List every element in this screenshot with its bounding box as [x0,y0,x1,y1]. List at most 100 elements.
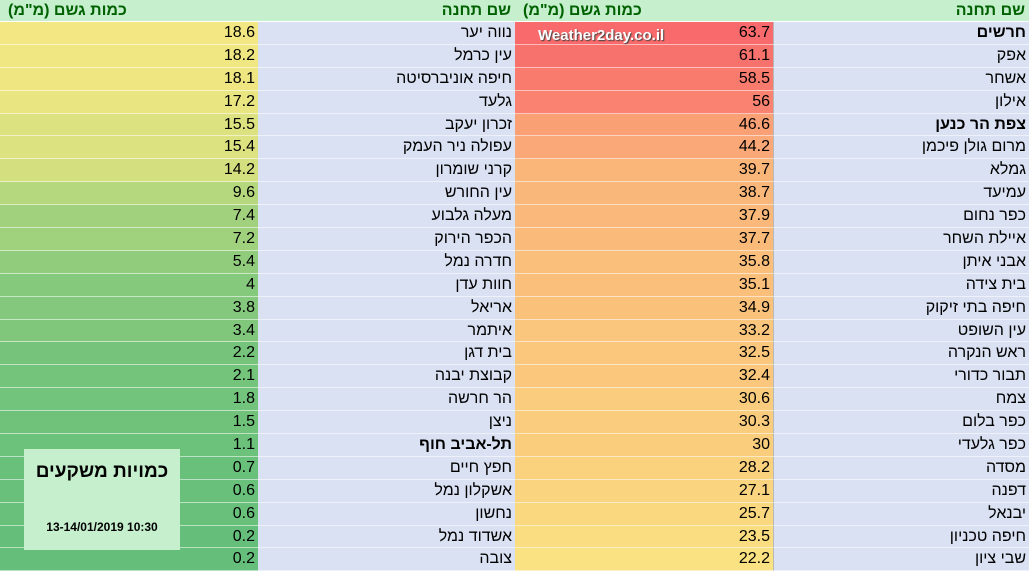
rain-amount-cell: 58.5 [515,67,773,91]
station-name-cell: צפת הר כנען [773,113,1029,137]
station-name-cell: תבור כדורי [773,365,1029,389]
rain-amount-cell: 30 [515,434,773,457]
amount-header: כמות גשם (מ"מ) [515,0,773,22]
station-name-cell: עמיעד [773,182,1029,206]
rain-amount-cell: 30.6 [515,388,773,412]
rain-amount-cell: 32.4 [515,365,773,389]
rain-amount-cell: 1.5 [0,411,258,435]
station-name-cell: חיפה טכניון [773,525,1029,549]
station-name-cell: בית צידה [773,273,1029,297]
rain-amount-cell: 27.1 [515,479,773,503]
right-amount-column: כמות גשם (מ"מ) 63.7 61.1 58.5 56 46.6 44.2 39.… [515,0,773,572]
station-name-cell: מרום גולן פיכמן [773,136,1029,160]
station-name-cell: מעלה גלבוע [258,205,515,229]
rain-amount-cell: 2.2 [0,342,258,366]
rain-amount-cell: 18.1 [0,67,258,91]
station-name-cell: בית דגן [258,342,515,366]
rain-amount-cell: 32.5 [515,342,773,366]
station-name-cell: עין החורש [258,182,515,206]
rain-amount-cell: 18.2 [0,44,258,68]
badge-date: 13-14/01/2019 10:30 [46,520,158,534]
station-name-cell: גלעד [258,90,515,114]
station-name-cell: איתמר [258,319,515,343]
station-name-cell: שבי ציון [773,548,1029,572]
station-name-cell: ראש הנקרה [773,342,1029,366]
rain-amount-cell: 23.5 [515,525,773,549]
rain-amount-cell: 63.7 [515,22,773,45]
station-name-cell: אפק [773,44,1029,68]
rain-amount-cell: 15.5 [0,113,258,137]
station-name-cell: יבנאל [773,502,1029,526]
rain-amount-cell: 2.1 [0,365,258,389]
right-station-cells: חרשים אפק אשחר אילון צפת הר כנען מרום גולן פי… [773,22,1029,572]
rain-amount-cell: 1.8 [0,388,258,412]
rain-amount-cell: 9.6 [0,182,258,206]
station-header: שם תחנה [258,0,515,22]
rain-amount-cell: 4 [0,273,258,297]
station-name-cell: אשחר [773,67,1029,91]
station-name-cell: קבוצת יבנה [258,365,515,389]
rain-amount-cell: 33.2 [515,319,773,343]
station-name-cell: מסדה [773,456,1029,480]
station-name-cell: הכפר הירוק [258,228,515,251]
rain-amount-cell: 44.2 [515,136,773,160]
station-name-cell: אילון [773,90,1029,114]
station-name-cell: תל-אביב חוף [258,434,515,457]
rain-amount-cell: 61.1 [515,44,773,68]
rain-amount-cell: 39.7 [515,159,773,183]
amount-header: כמות גשם (מ"מ) [0,0,258,22]
station-name-cell: הר חרשה [258,388,515,412]
rain-amount-cell: 22.2 [515,548,773,572]
rain-amount-cell: 28.2 [515,456,773,480]
station-name-cell: קרני שומרון [258,159,515,183]
station-name-cell: אשדוד נמל [258,525,515,549]
station-name-cell: איילת השחר [773,228,1029,251]
rain-amount-cell: 7.4 [0,205,258,229]
station-name-cell: עפולה ניר העמק [258,136,515,160]
station-name-cell: אשקלון נמל [258,479,515,503]
station-name-cell: גמלא [773,159,1029,183]
rain-amount-cell: 3.8 [0,296,258,320]
rain-amount-cell: 37.9 [515,205,773,229]
rain-amount-cell: 5.4 [0,250,258,274]
station-name-cell: צובה [258,548,515,572]
station-header: שם תחנה [773,0,1029,22]
station-name-cell: כפר גלעדי [773,434,1029,457]
station-name-cell: צמח [773,388,1029,412]
station-name-cell: נחשון [258,502,515,526]
rain-amount-cell: 34.9 [515,296,773,320]
rain-amount-cell: 46.6 [515,113,773,137]
rain-amount-cell: 7.2 [0,228,258,251]
rain-amount-cell: 56 [515,90,773,114]
station-name-cell: כפר בלום [773,411,1029,435]
rain-amount-cell: 18.6 [0,22,258,45]
rain-amount-cell: 37.7 [515,228,773,251]
station-name-cell: דפנה [773,479,1029,503]
left-station-column: שם תחנה נווה יער עין כרמל חיפה אוניברסיטה ג… [258,0,515,572]
rain-amount-cell: 25.7 [515,502,773,526]
station-name-cell: ניצן [258,411,515,435]
rain-amount-cell: 38.7 [515,182,773,206]
station-name-cell: עין השופט [773,319,1029,343]
rain-amount-cell: 0.2 [0,548,258,572]
station-name-cell: נווה יער [258,22,515,45]
rain-amount-cell: 30.3 [515,411,773,435]
station-name-cell: עין כרמל [258,44,515,68]
station-name-cell: אבני איתן [773,250,1029,274]
station-name-cell: כפר נחום [773,205,1029,229]
rain-amount-cell: 15.4 [0,136,258,160]
station-name-cell: חוות עדן [258,273,515,297]
info-badge: כמויות משקעים 13-14/01/2019 10:30 [24,449,180,550]
left-station-cells: נווה יער עין כרמל חיפה אוניברסיטה גלעד זכרון… [258,22,515,572]
rain-amount-cell: 35.8 [515,250,773,274]
watermark-logo: Weather2day.co.il [538,27,665,44]
station-name-cell: אריאל [258,296,515,320]
station-name-cell: זכרון יעקב [258,113,515,137]
right-amount-cells: 63.7 61.1 58.5 56 46.6 44.2 39.7 38.7 37.9 37.7 35… [515,22,773,572]
rain-amount-cell: 3.4 [0,319,258,343]
station-name-cell: חיפה אוניברסיטה [258,67,515,91]
station-name-cell: חיפה בתי זיקוק [773,296,1029,320]
station-name-cell: חדרה נמל [258,250,515,274]
right-station-column: שם תחנה חרשים אפק אשחר אילון צפת הר כנען מרום… [773,0,1029,572]
rain-amount-cell: 14.2 [0,159,258,183]
